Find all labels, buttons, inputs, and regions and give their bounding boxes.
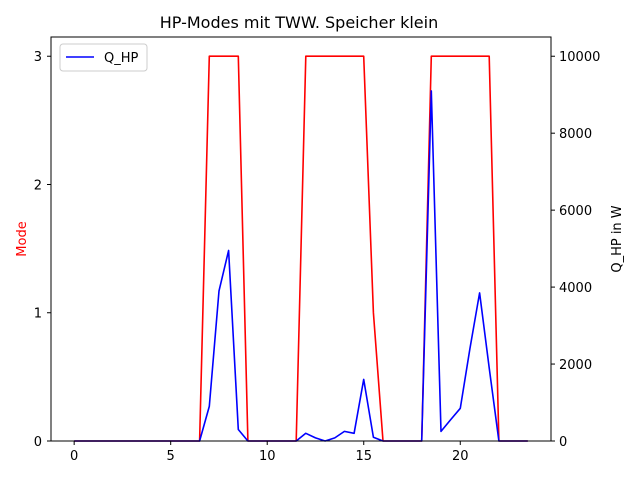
y-axis-left: 0 1 2 3 bbox=[34, 50, 51, 450]
y-axis-right-label: Q_HP in W bbox=[610, 205, 625, 272]
y-right-tick-label: 6000 bbox=[559, 204, 592, 219]
y-right-tick-label: 8000 bbox=[559, 127, 592, 142]
x-axis: 0 5 10 15 20 bbox=[70, 441, 469, 464]
x-tick-label: 15 bbox=[355, 449, 372, 464]
chart-title: HP-Modes mit TWW. Speicher klein bbox=[160, 13, 438, 32]
legend: Q_HP bbox=[59, 43, 148, 72]
y-left-tick-label: 1 bbox=[34, 307, 42, 322]
y-left-tick-label: 0 bbox=[34, 435, 42, 450]
plot-frame bbox=[50, 36, 552, 442]
x-tick-label: 5 bbox=[167, 449, 175, 464]
y-right-tick-label: 2000 bbox=[559, 358, 592, 373]
legend-box bbox=[59, 43, 148, 72]
y-right-tick-label: 0 bbox=[559, 435, 567, 450]
y-left-tick-label: 2 bbox=[34, 178, 42, 193]
y-left-tick-label: 3 bbox=[34, 50, 42, 65]
y-right-tick-label: 10000 bbox=[559, 50, 600, 65]
y-axis-left-label: Mode bbox=[15, 221, 30, 256]
x-tick-label: 20 bbox=[452, 449, 469, 464]
x-tick-label: 10 bbox=[259, 449, 276, 464]
y-right-tick-label: 4000 bbox=[559, 281, 592, 296]
x-tick-label: 0 bbox=[70, 449, 78, 464]
y-axis-right: 0 2000 4000 6000 8000 10000 bbox=[551, 50, 600, 450]
legend-label-q-hp: Q_HP bbox=[104, 51, 139, 66]
